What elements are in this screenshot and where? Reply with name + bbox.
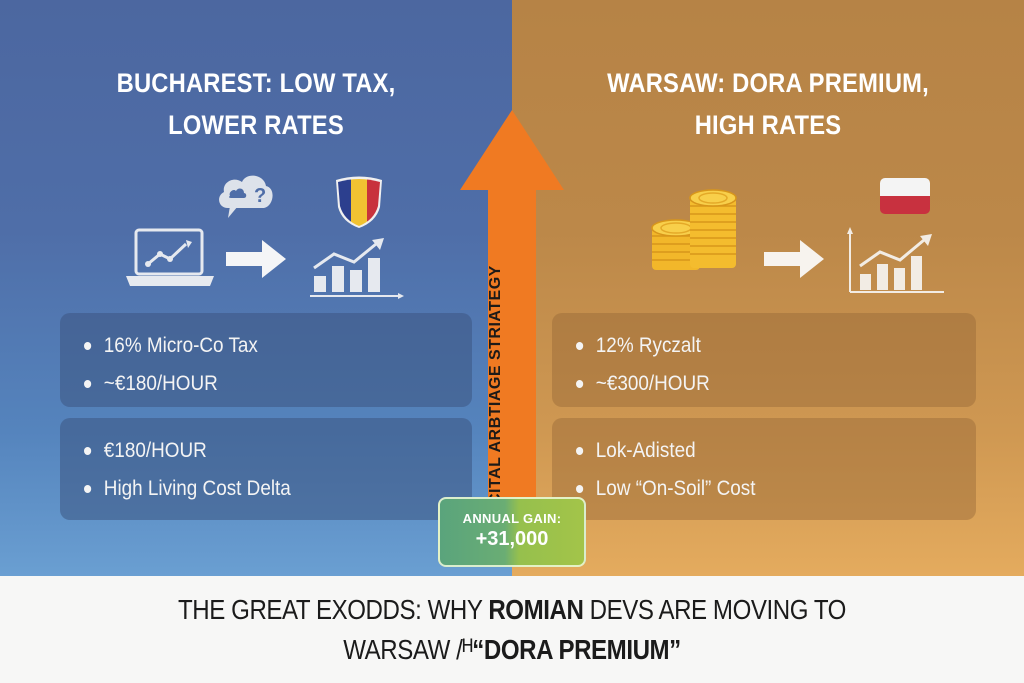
cloud-question-icon: ? (219, 175, 273, 218)
banner-text: THE GREAT EXODDS: WHY (178, 594, 489, 625)
romania-shield-flag-icon (336, 176, 382, 228)
list-item: 16% Micro-Co Tax (84, 327, 412, 365)
list-item: ~€180/HOUR (84, 365, 412, 403)
heading-line-1: BUCHAREST: LOW TAX, (116, 68, 396, 98)
list-item: Lok-Adisted (576, 432, 914, 470)
list-item: €180/HOUR (84, 432, 412, 470)
list-item-text: 16% Micro-Co Tax (103, 334, 258, 357)
bucharest-panel: BUCHAREST: LOW TAX, LOWER RATES ? (0, 0, 512, 576)
bucharest-card-tax: 16% Micro-Co Tax ~€180/HOUR (60, 313, 472, 407)
bullet-icon (84, 485, 92, 493)
growth-bar-chart-icon (310, 238, 404, 299)
bullet-icon (576, 380, 584, 388)
title-banner: THE GREAT EXODDS: WHY ROMIAN DEVS ARE MO… (0, 576, 1024, 683)
annual-gain-label: ANNUAL GAIN: (462, 511, 562, 526)
bullet-icon (576, 485, 584, 493)
bullet-icon (84, 447, 92, 455)
annual-gain-value: +31,000 (475, 528, 549, 550)
heading-line-1: WARSAW: DORA PREMIUM, (607, 68, 929, 98)
annual-gain-badge: ANNUAL GAIN: +31,000 (438, 497, 586, 567)
bucharest-heading: BUCHAREST: LOW TAX, LOWER RATES (31, 62, 482, 146)
warsaw-card-tax: 12% Ryczalt ~€300/HOUR (552, 313, 976, 407)
arbitrage-up-arrow-icon (460, 110, 564, 520)
bullet-icon (576, 447, 584, 455)
arrow-label: CITAL ARBTIAGE STRIATEGY (487, 265, 504, 505)
laptop-chart-icon (126, 228, 214, 286)
bullet-icon (84, 342, 92, 350)
heading-line-2: HIGH RATES (694, 110, 842, 140)
list-item-text: ~€300/HOUR (595, 372, 710, 395)
list-item-text: 12% Ryczalt (595, 334, 701, 357)
banner-text: WARSAW /ᴴ (343, 634, 473, 665)
list-item: ~€300/HOUR (576, 365, 914, 403)
list-item-text: ~€180/HOUR (103, 372, 218, 395)
bullet-icon (84, 380, 92, 388)
list-item-text: High Living Cost Delta (103, 477, 291, 500)
growth-bar-chart-icon (847, 227, 944, 293)
list-item: High Living Cost Delta (84, 470, 412, 508)
right-arrow-icon (764, 240, 824, 278)
gold-coin-stacks-icon (651, 189, 737, 270)
list-item: Low “On-Soil” Cost (576, 470, 914, 508)
bucharest-card-cost: €180/HOUR High Living Cost Delta (60, 418, 472, 520)
list-item-text: €180/HOUR (103, 439, 207, 462)
heading-line-2: LOWER RATES (168, 110, 344, 140)
list-item-text: Lok-Adisted (595, 439, 696, 462)
svg-text:?: ? (254, 185, 266, 207)
banner-text: DEVS ARE MOVING TO (583, 594, 847, 625)
right-arrow-icon (226, 240, 286, 278)
list-item: 12% Ryczalt (576, 327, 914, 365)
bullet-icon (576, 342, 584, 350)
banner-line-2: WARSAW /ᴴ“DORA PREMIUM” (72, 630, 953, 670)
warsaw-panel: WARSAW: DORA PREMIUM, HIGH RATES (512, 0, 1024, 576)
warsaw-heading: WARSAW: DORA PREMIUM, HIGH RATES (543, 62, 994, 146)
banner-text-bold: ROMIAN (488, 594, 584, 625)
warsaw-card-cost: Lok-Adisted Low “On-Soil” Cost (552, 418, 976, 520)
banner-line-1: THE GREAT EXODDS: WHY ROMIAN DEVS ARE MO… (72, 590, 953, 630)
banner-text-bold: “DORA PREMIUM” (472, 634, 681, 665)
poland-flag-icon (880, 178, 930, 214)
list-item-text: Low “On-Soil” Cost (595, 477, 756, 500)
